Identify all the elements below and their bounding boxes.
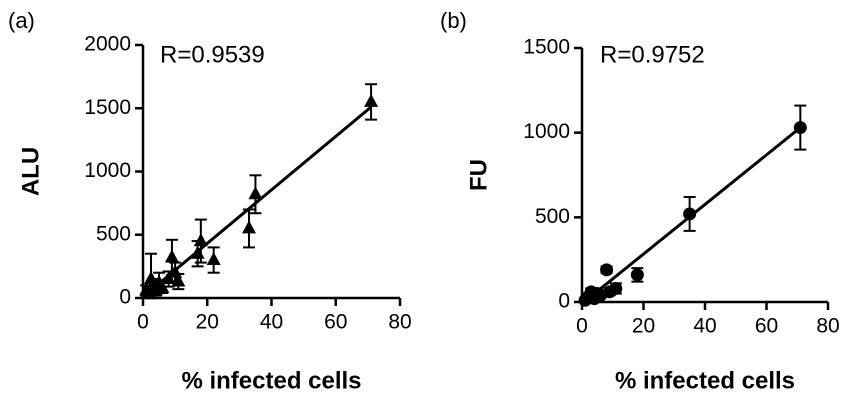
point	[193, 233, 208, 247]
x-tick-label: 60	[324, 311, 347, 334]
point	[364, 93, 379, 107]
x-tick-label: 20	[196, 311, 219, 334]
x-tick-label: 40	[260, 311, 283, 334]
x-tick-label: 20	[632, 315, 655, 338]
x-axis-label: % infected cells	[181, 367, 361, 394]
y-axis-label: ALU	[17, 147, 44, 196]
y-axis-label: FU	[465, 159, 492, 191]
x-tick-label: 80	[816, 315, 839, 338]
x-tick-label: 0	[137, 311, 149, 334]
y-tick-label: 0	[119, 286, 131, 309]
x-tick-label: 80	[388, 311, 411, 334]
panel-label: (b)	[440, 8, 467, 33]
point	[155, 279, 170, 293]
x-tick-label: 60	[755, 315, 778, 338]
y-tick-label: 2000	[84, 33, 131, 56]
point	[164, 249, 179, 263]
point	[683, 207, 697, 221]
x-tick-label: 0	[576, 315, 588, 338]
point	[242, 220, 257, 234]
y-tick-label: 500	[96, 222, 131, 245]
point	[248, 186, 263, 200]
y-tick-label: 1500	[523, 36, 570, 59]
y-tick-label: 1000	[523, 120, 570, 143]
annotation: R=0.9752	[600, 41, 705, 68]
point	[609, 281, 623, 295]
point	[600, 263, 614, 277]
annotation: R=0.9539	[160, 41, 265, 68]
point	[171, 273, 186, 287]
x-tick-label: 40	[693, 315, 716, 338]
y-tick-label: 1500	[84, 96, 131, 119]
point	[630, 268, 644, 282]
y-tick-label: 500	[535, 205, 570, 228]
point	[144, 271, 159, 285]
x-axis-label: % infected cells	[615, 367, 795, 394]
panel-label: (a)	[8, 8, 35, 33]
y-tick-label: 0	[558, 290, 570, 313]
fit-line	[145, 105, 373, 296]
point	[206, 252, 221, 266]
y-tick-label: 1000	[84, 159, 131, 182]
point	[793, 121, 807, 135]
